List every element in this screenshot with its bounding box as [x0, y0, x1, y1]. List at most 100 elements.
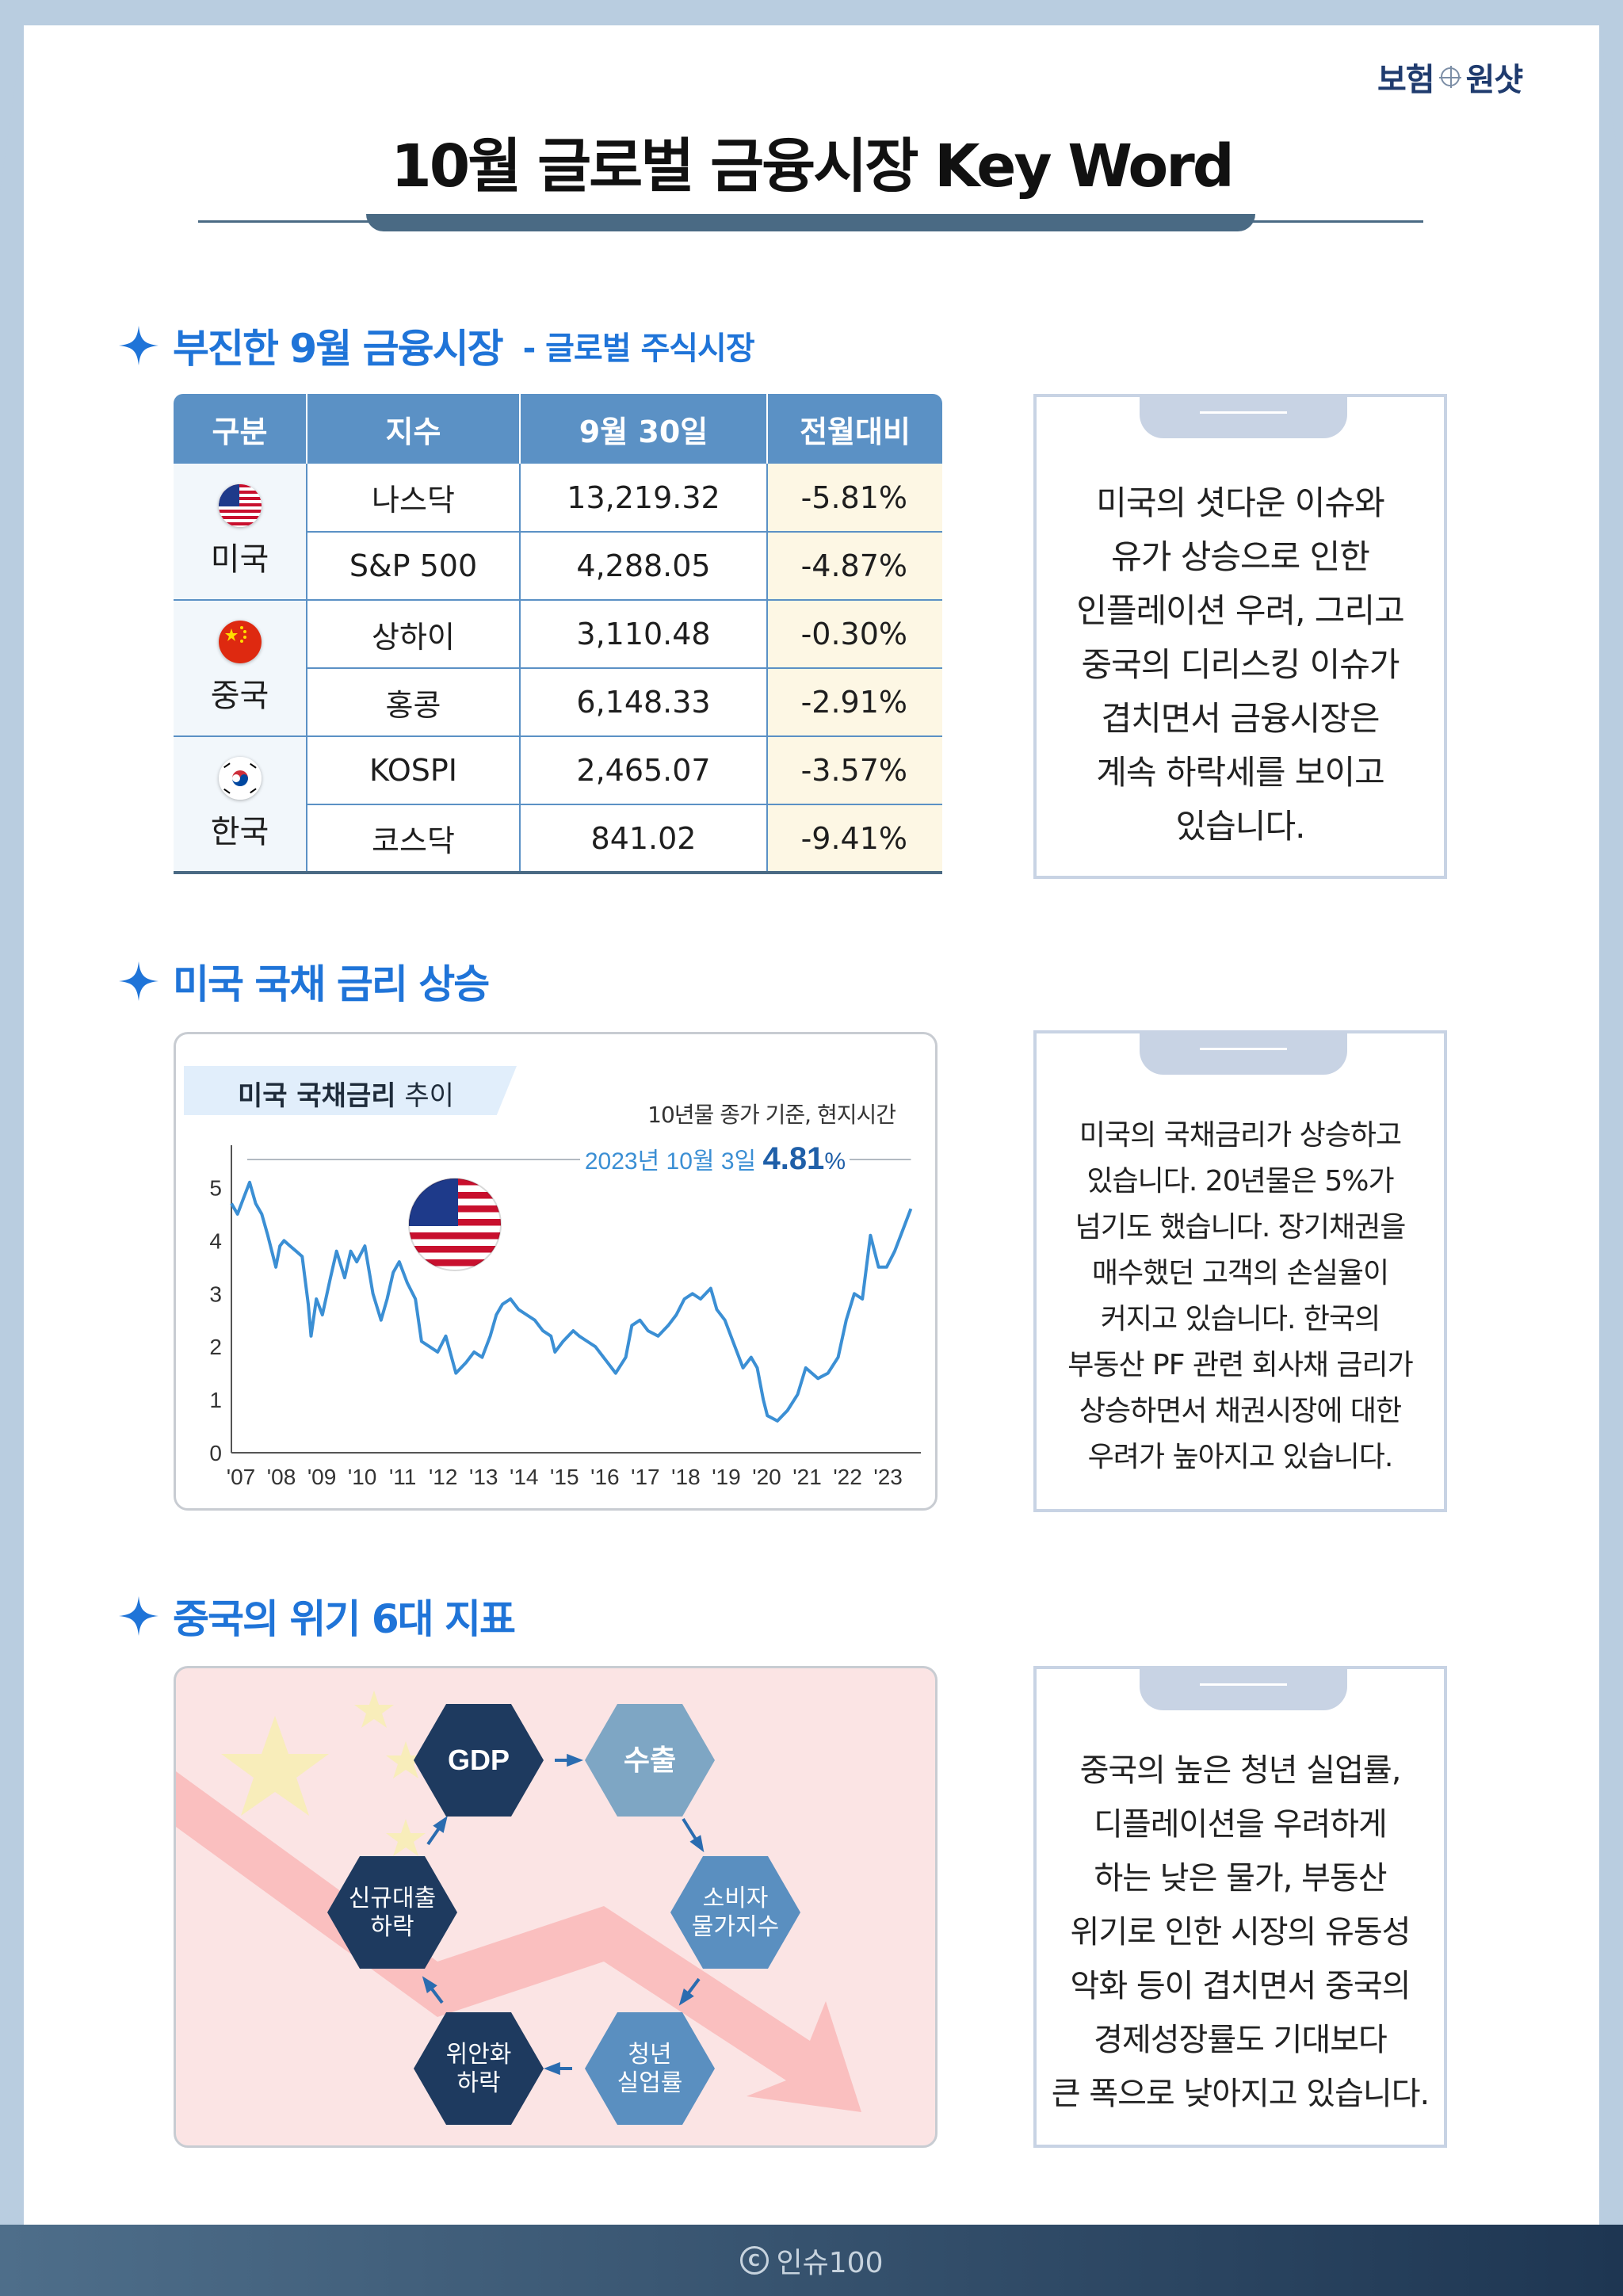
index-name: 상하이 [307, 600, 521, 669]
indicator-label: 수출 [624, 1744, 676, 1776]
footer-copyright: 인슈100 [776, 2247, 884, 2279]
indicator-hexagon [585, 1704, 715, 1817]
table-row: S&P 500 4,288.05 -4.87% [174, 532, 942, 601]
annotation-label: 2023년 10월 3일 4.81% [585, 1141, 846, 1176]
chart-title-bold: 미국 국채금리 [238, 1080, 396, 1112]
star-icon [386, 1819, 426, 1856]
diamond-star-icon [119, 961, 158, 1001]
index-change: -9.41% [767, 804, 942, 874]
card-tab [1140, 1030, 1347, 1075]
y-tick-label: 4 [209, 1228, 222, 1253]
card-tab [1140, 394, 1347, 438]
diamond-star-icon [119, 326, 158, 365]
indicator-hexagon [414, 1704, 544, 1817]
stock-index-table: 구분 지수 9월 30일 전월대비 미국 나스닥 13,219.32 -5.81… [174, 394, 942, 874]
annotation-date: 2023년 10월 3일 [585, 1148, 763, 1175]
index-change: -3.57% [767, 736, 942, 805]
section2-title: 미국 국채 금리 상승 [173, 961, 490, 1007]
summary-line: 인플레이션 우려, 그리고 [1076, 591, 1404, 630]
index-value: 841.02 [520, 804, 768, 874]
x-tick-label: '09 [307, 1465, 337, 1489]
index-change: -0.30% [767, 600, 942, 669]
summary-line: 중국의 디리스킹 이슈가 [1081, 645, 1400, 684]
section1-subtitle: - 글로벌 주식시장 [522, 330, 755, 367]
arrowhead-icon [689, 1835, 705, 1853]
header-category: 구분 [174, 394, 307, 464]
x-tick-label: '17 [631, 1465, 660, 1489]
indicator-label: 청년 실업률 [617, 2042, 683, 2096]
x-tick-label: '19 [712, 1465, 741, 1489]
chart-title-rest: 추이 [395, 1080, 454, 1112]
index-name: S&P 500 [307, 532, 521, 601]
summary-line: 상승하면서 채권시장에 대한 [1079, 1395, 1402, 1427]
star-icon [221, 1716, 329, 1816]
indicator-hexagon [585, 2012, 715, 2125]
title-bar [366, 214, 1255, 231]
summary-line: 디플레이션을 우려하게 [1094, 1806, 1388, 1843]
index-name: 홍콩 [307, 668, 521, 737]
indicator-label-line: 하락 [456, 2070, 500, 2096]
section3-title: 중국의 위기 6대 지표 [173, 1596, 516, 1642]
indicator-label: GDP [448, 1744, 510, 1776]
country-name: 미국 [210, 541, 269, 578]
indicator-label-line: 실업률 [617, 2070, 683, 2096]
star-icon [354, 1690, 394, 1728]
x-tick-label: '08 [267, 1465, 296, 1489]
x-tick-label: '15 [550, 1465, 579, 1489]
summary-line: 경제성장률도 기대보다 [1094, 2022, 1388, 2058]
indicator-label: 소비자 물가지수 [692, 1885, 779, 1940]
x-tick-label: '13 [469, 1465, 498, 1489]
summary-line: 우려가 높아지고 있습니다. [1087, 1441, 1394, 1473]
x-tick-label: '20 [752, 1465, 781, 1489]
annotation-value: 4.81 [762, 1141, 824, 1176]
section3-heading: 중국의 위기 6대 지표 [119, 1587, 516, 1645]
summary-line: 겹치면서 금융시장은 [1101, 699, 1380, 738]
header-date: 9월 30일 [520, 394, 768, 464]
section3-summary-text: 중국의 높은 청년 실업률, 디플레이션을 우려하게 하는 낮은 물가, 부동산 위기… [1037, 1744, 1444, 2121]
arrowhead-icon [422, 1976, 437, 1993]
section1-heading: 부진한 9월 금융시장 - 글로벌 주식시장 [119, 317, 755, 374]
x-tick-label: '10 [348, 1465, 377, 1489]
indicator-label-line: 청년 [628, 2042, 671, 2068]
index-value: 4,288.05 [520, 532, 768, 601]
indicator-label-line: 하락 [370, 1914, 414, 1940]
country-name: 중국 [210, 678, 269, 714]
arrowhead-icon [678, 1988, 694, 2006]
section2-heading: 미국 국채 금리 상승 [119, 953, 490, 1010]
header-index: 지수 [307, 394, 521, 464]
indicator-label-line: 수출 [624, 1744, 676, 1776]
table-row: 한국 KOSPI 2,465.07 -3.57% [174, 736, 942, 874]
country-cell-us: 미국 [174, 464, 307, 601]
diamond-star-icon [119, 1596, 158, 1636]
y-tick-label: 2 [209, 1335, 222, 1359]
index-name: 나스닥 [307, 464, 521, 533]
summary-line: 계속 하락세를 보이고 [1096, 753, 1384, 792]
korea-flag-icon [218, 756, 262, 800]
summary-line: 넘기도 했습니다. 장기채권을 [1075, 1211, 1407, 1244]
index-value: 13,219.32 [520, 464, 768, 533]
summary-line: 유가 상승으로 인한 [1111, 537, 1370, 576]
table-row: 홍콩 6,148.33 -2.91% [174, 668, 942, 737]
index-name: KOSPI [307, 736, 521, 805]
x-tick-label: '16 [590, 1465, 620, 1489]
star-icon [386, 1741, 426, 1778]
summary-line: 큰 폭으로 낮아지고 있습니다. [1051, 2076, 1430, 2112]
summary-line: 커지고 있습니다. 한국의 [1100, 1303, 1381, 1335]
corner-decoration-right [1599, 25, 1623, 192]
brand-logo: 보험 원샷 [1377, 54, 1524, 100]
us-flag-circle-icon [408, 1178, 502, 1271]
y-tick-label: 3 [209, 1282, 222, 1306]
card-tab [1140, 1666, 1347, 1710]
copyright-icon: C [739, 2246, 769, 2275]
index-value: 2,465.07 [520, 736, 768, 805]
chart-title-label: 미국 국채금리 추이 [184, 1066, 517, 1115]
crosshair-icon [1438, 66, 1461, 88]
section2-summary-text: 미국의 국채금리가 상승하고 있습니다. 20년물은 5%가 넘기도 했습니다. 장… [1037, 1113, 1444, 1480]
x-tick-label: '22 [833, 1465, 862, 1489]
brand-right: 원샷 [1465, 62, 1524, 98]
brand-left: 보험 [1377, 62, 1435, 98]
indicator-hexagon [670, 1856, 800, 1969]
table-row: 코스닥 841.02 -9.41% [174, 804, 942, 874]
country-cell-korea: 한국 [174, 736, 307, 874]
summary-line: 악화 등이 겹치면서 중국의 [1070, 1968, 1411, 2004]
